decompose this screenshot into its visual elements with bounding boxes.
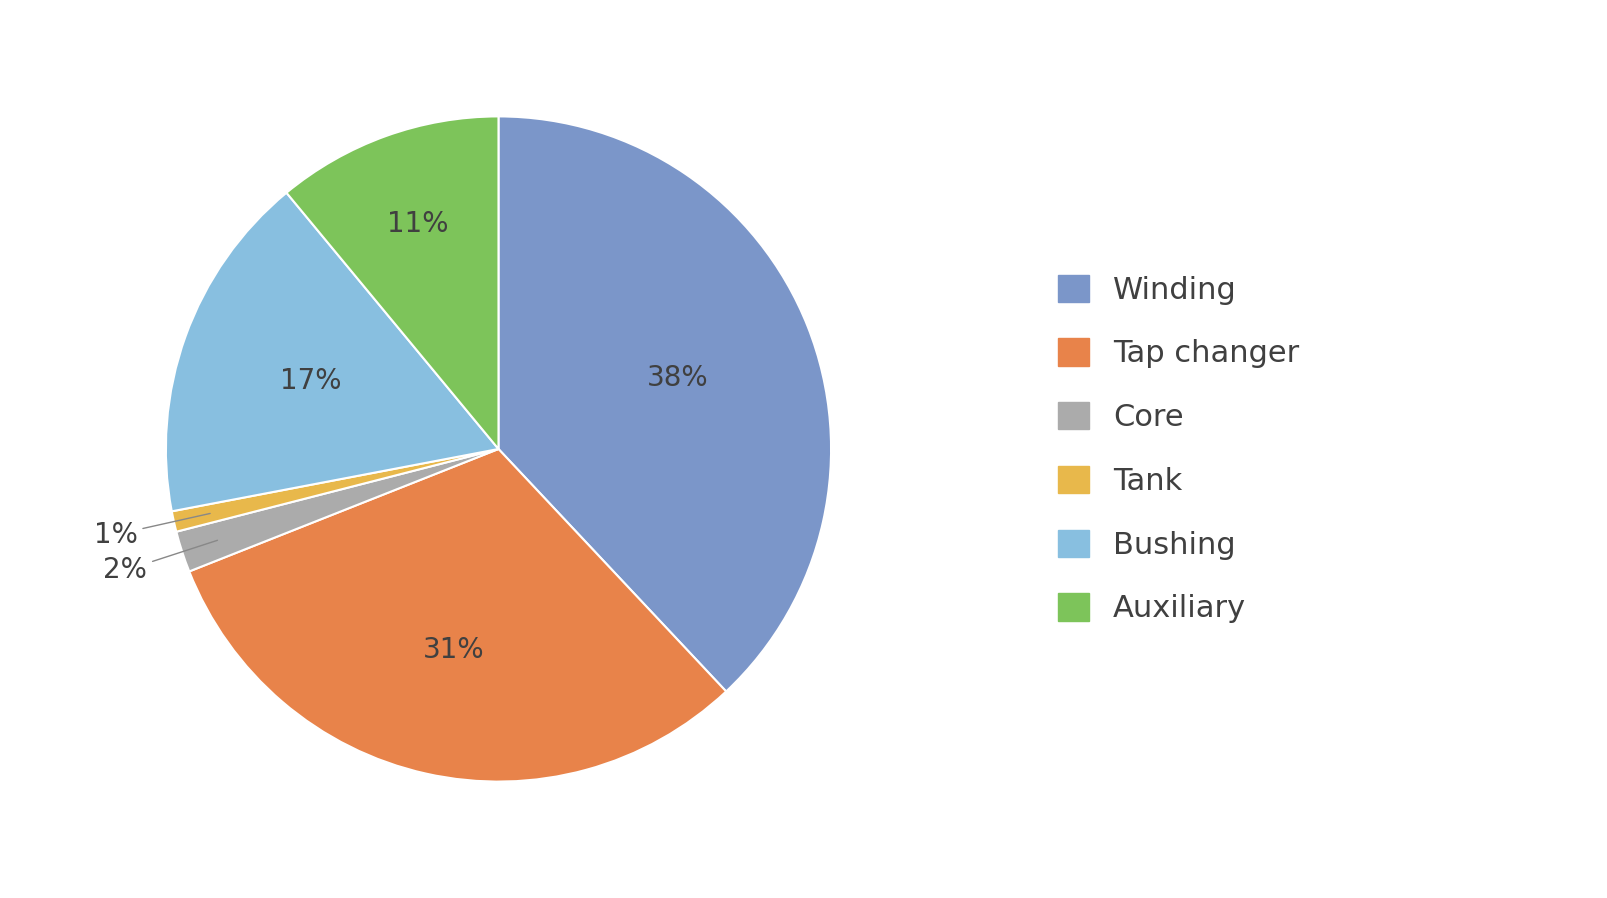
Wedge shape (190, 449, 726, 781)
Wedge shape (166, 193, 498, 511)
Text: 17%: 17% (280, 367, 341, 395)
Wedge shape (498, 117, 831, 691)
Wedge shape (172, 449, 498, 532)
Text: 38%: 38% (646, 364, 709, 392)
Text: 1%: 1% (93, 514, 211, 549)
Wedge shape (177, 449, 498, 571)
Legend: Winding, Tap changer, Core, Tank, Bushing, Auxiliary: Winding, Tap changer, Core, Tank, Bushin… (1043, 260, 1315, 638)
Text: 31%: 31% (423, 637, 484, 665)
Text: 2%: 2% (103, 541, 217, 585)
Wedge shape (286, 117, 498, 449)
Text: 11%: 11% (386, 210, 448, 238)
